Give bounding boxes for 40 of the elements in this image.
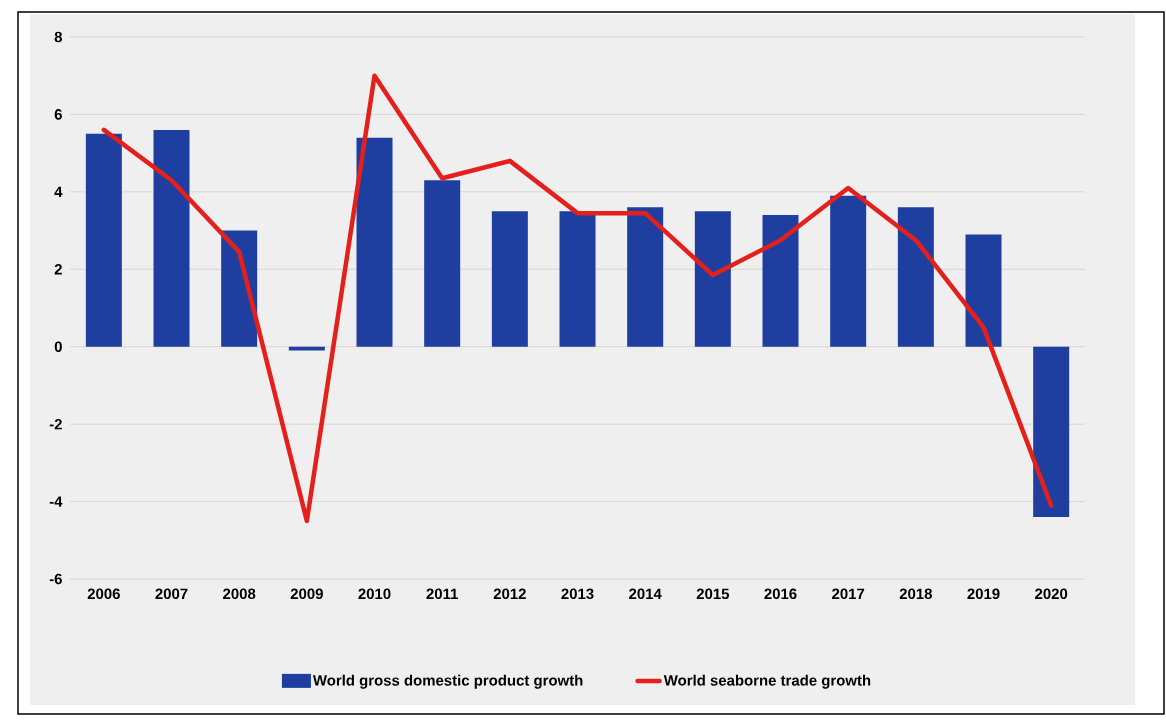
bar [897,207,934,347]
x-tick-label: 2007 [155,588,188,600]
y-tick-label: 4 [54,186,63,197]
x-tick-label: 2006 [87,588,120,600]
x-tick-label: 2011 [426,588,458,600]
x-tick-label: 2017 [832,588,865,600]
y-tick-label: 8 [54,31,63,43]
bar [491,211,528,347]
x-tick-label: 2013 [561,588,594,600]
bar [85,133,122,347]
line-series [101,73,1054,524]
x-tick-label: 2012 [493,588,526,600]
bar [1033,346,1070,518]
y-tick-label: 6 [54,109,62,120]
bar [965,234,1002,347]
y-tick-label: -2 [49,418,62,430]
bar [424,180,461,347]
x-tick-label: 2010 [358,588,391,600]
x-tick-label: 2016 [764,588,797,600]
x-tick-label: 2019 [967,588,1000,600]
y-tick-label: -6 [49,573,62,585]
x-tick-label: 2018 [899,588,932,600]
bar [830,195,867,347]
x-tick-label: 2014 [629,588,662,600]
y-tick-label: 0 [54,341,62,352]
y-tick-label: -4 [49,496,63,507]
legend-label: World seaborne trade growth [663,674,871,689]
bar [559,211,596,347]
y-tick-label: 2 [54,264,62,275]
legend-label: World gross domestic product growth [312,674,583,689]
bar [762,215,799,347]
x-tick-label: 2009 [290,588,323,600]
bar [288,346,325,351]
bar [694,211,731,347]
x-tick-label: 2008 [223,588,256,600]
bar [153,129,190,347]
bar [627,207,664,347]
x-tick-label: 2020 [1035,588,1068,600]
x-tick-label: 2015 [696,588,730,600]
bar [356,137,393,347]
